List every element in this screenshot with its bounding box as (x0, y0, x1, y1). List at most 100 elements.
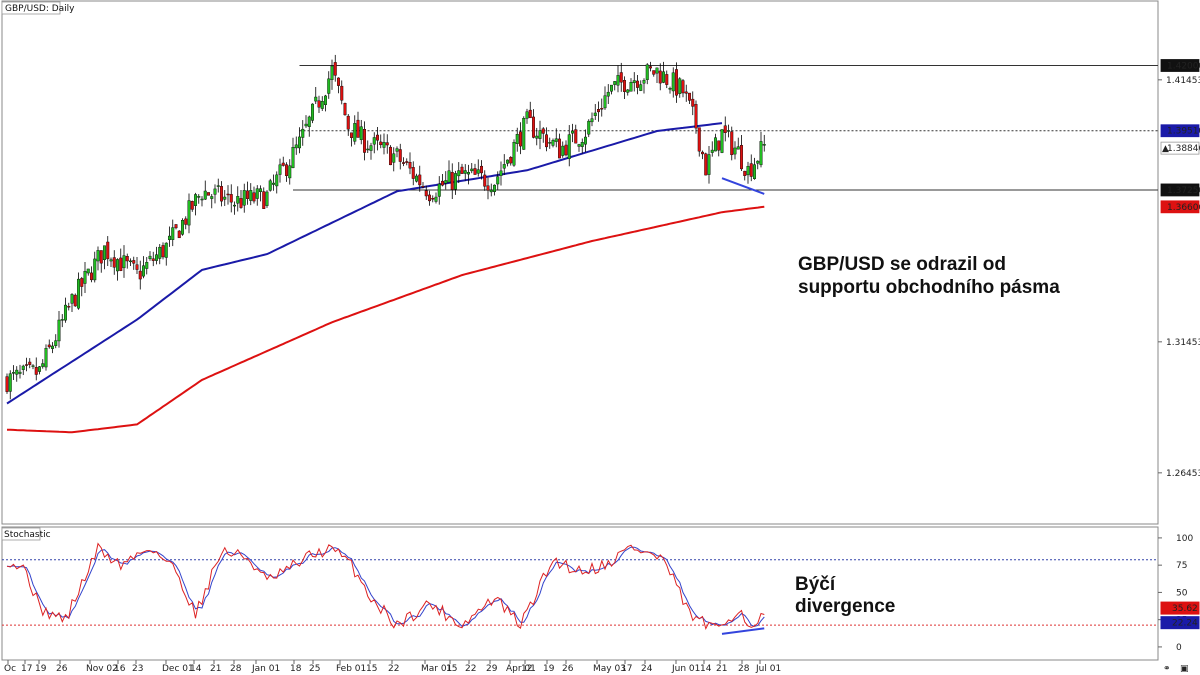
stochastic-y-tick-label: 0 (1176, 643, 1182, 653)
candle-bearish (704, 153, 708, 176)
candle-bearish (376, 134, 380, 141)
candle-bullish (548, 142, 552, 144)
candle-bullish (642, 79, 646, 84)
candle-bullish (493, 184, 497, 192)
candle-bullish (255, 188, 259, 199)
x-tick-label: 25 (309, 664, 320, 674)
candle-bearish (684, 91, 688, 94)
candle-bearish (675, 69, 679, 96)
candle-bullish (714, 137, 718, 152)
candle-bearish (460, 166, 464, 174)
x-tick-label: 18 (290, 664, 302, 674)
candle-bullish (122, 255, 126, 269)
candle-bullish (434, 196, 438, 202)
candle-bearish (424, 190, 428, 197)
x-tick-label: Feb 01 (336, 664, 366, 674)
candle-bullish (298, 136, 302, 149)
candle-bearish (428, 194, 432, 202)
candle-bearish (743, 170, 747, 176)
candle-bullish (76, 278, 80, 309)
main-annotation-line: GBP/USD se odrazil od (798, 254, 1006, 275)
candle-bullish (93, 258, 97, 281)
candle-bearish (636, 80, 640, 88)
candle-bullish (610, 84, 614, 92)
moving-average-blue (6, 122, 723, 405)
settings-icon: ▣ (1180, 664, 1189, 674)
candle-bullish (15, 369, 19, 375)
price-divergence-line (721, 177, 765, 195)
candle-bullish (171, 227, 175, 240)
candle-bullish (324, 95, 328, 105)
candle-bearish (245, 190, 249, 199)
candle-bullish (232, 204, 236, 207)
candle-bearish (421, 185, 425, 188)
price-level-tag (1160, 59, 1200, 72)
candle-bullish (720, 129, 724, 153)
candle-bullish (148, 255, 152, 259)
y-tick-label: 1.41453 (1166, 76, 1200, 86)
candle-bearish (681, 80, 685, 94)
candle-bullish (294, 144, 298, 149)
candle-bearish (730, 131, 734, 156)
candle-bearish (34, 367, 38, 375)
candle-bullish (606, 91, 610, 97)
x-tick-label: 14 (190, 664, 202, 674)
candle-bearish (519, 131, 523, 147)
candle-bullish (193, 194, 197, 206)
candle-bearish (80, 278, 84, 287)
candle-bearish (89, 272, 93, 281)
candle-bullish (272, 182, 276, 185)
candle-bearish (398, 149, 402, 162)
candle-bearish (350, 132, 354, 138)
stochastic-value-label: 35.62 (1172, 604, 1198, 614)
candle-bullish (210, 196, 214, 199)
candle-bullish (154, 254, 158, 261)
candle-bullish (499, 170, 503, 176)
candle-bearish (441, 180, 445, 186)
candle-bearish (717, 140, 721, 151)
candle-bullish (18, 371, 22, 374)
candle-bullish (268, 180, 272, 191)
price-level-label: 1.38846 (1167, 144, 1200, 154)
x-tick-label: 24 (641, 664, 653, 674)
moving-average-red (6, 205, 765, 434)
candle-bearish (132, 260, 136, 264)
candle-bullish (753, 164, 757, 180)
chart-title: GBP/USD: Daily (5, 4, 75, 14)
candle-bearish (333, 62, 337, 76)
candle-bullish (561, 145, 565, 156)
x-tick-label: Apr 01 (506, 664, 536, 674)
candle-bullish (444, 180, 448, 184)
candle-bullish (320, 100, 324, 109)
candle-bullish (392, 153, 396, 163)
link-icon: ⚭ (1163, 664, 1171, 674)
candle-bullish (678, 78, 682, 94)
price-level-label: 1.37250 (1167, 186, 1200, 196)
stochastic-title-box (1, 527, 41, 541)
x-tick-label: 21 (210, 664, 221, 674)
candle-bullish (616, 75, 620, 86)
candle-bearish (184, 218, 188, 225)
candle-bullish (733, 147, 737, 155)
candle-bearish (411, 167, 415, 179)
candle-bullish (655, 67, 659, 74)
candle-bearish (190, 201, 194, 210)
candle-bullish (506, 159, 510, 164)
candle-bullish (512, 142, 516, 166)
candle-bearish (281, 162, 285, 166)
candle-bearish (47, 344, 51, 348)
candle-bullish (382, 142, 386, 148)
candle-bearish (379, 141, 383, 146)
candle-bearish (174, 224, 178, 229)
candle-bearish (509, 157, 513, 164)
candle-bullish (593, 112, 597, 116)
y-tick-label: 1.26453 (1166, 469, 1200, 479)
candle-bullish (525, 111, 529, 119)
stochastic-y-tick-label: 50 (1176, 588, 1188, 598)
candle-bullish (470, 168, 474, 172)
candle-bearish (337, 77, 341, 86)
candle-bearish (99, 250, 103, 264)
candle-bullish (496, 176, 500, 185)
y-tick-label: 1.31453 (1166, 338, 1200, 348)
